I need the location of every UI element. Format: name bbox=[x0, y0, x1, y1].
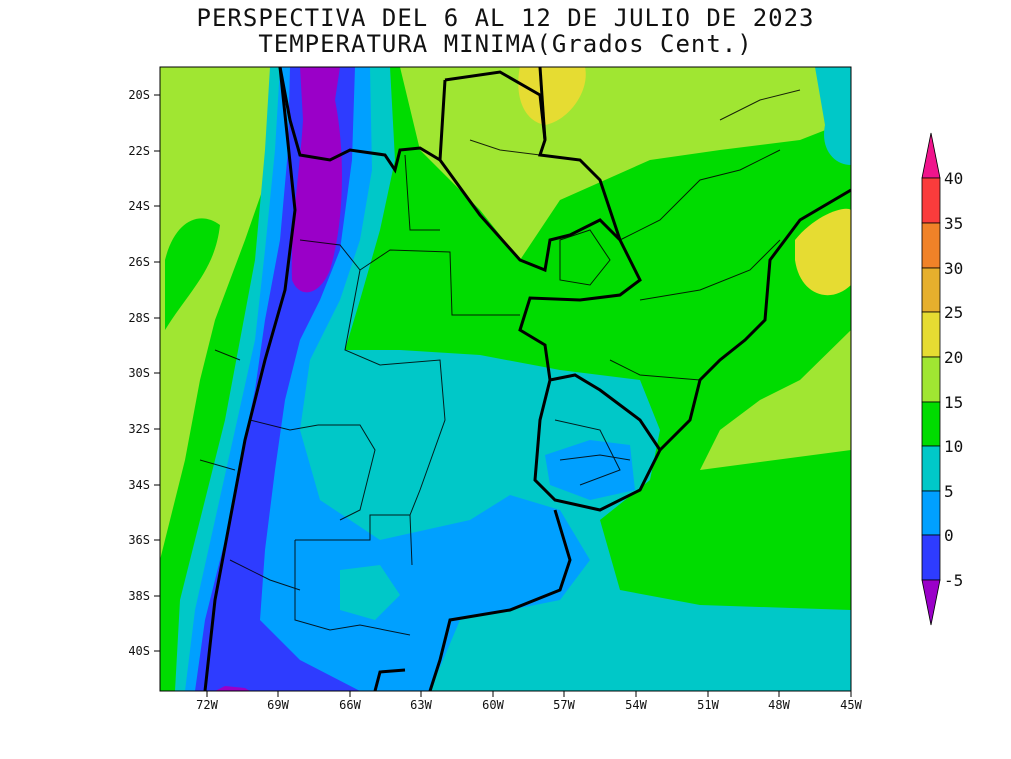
colorbar-swatch bbox=[921, 177, 941, 224]
colorbar-label: 5 bbox=[944, 482, 954, 501]
colorbar-swatch bbox=[921, 222, 941, 269]
lon-label: 72W bbox=[196, 698, 218, 712]
colorbar-label: 25 bbox=[944, 303, 963, 322]
lat-label: 28S bbox=[128, 311, 150, 325]
colorbar-swatch bbox=[921, 267, 941, 313]
colorbar-label: 20 bbox=[944, 348, 963, 367]
colorbar-top-arrow bbox=[921, 132, 941, 179]
colorbar-label: 35 bbox=[944, 214, 963, 233]
map-subtitle: TEMPERATURA MINIMA(Grados Cent.) bbox=[258, 30, 753, 58]
lat-label: 34S bbox=[128, 478, 150, 492]
lon-label: 60W bbox=[482, 698, 504, 712]
lat-label: 26S bbox=[128, 255, 150, 269]
province-borders bbox=[199, 89, 801, 636]
lat-label: 20S bbox=[128, 88, 150, 102]
map-frame bbox=[159, 66, 852, 692]
colorbar-swatch bbox=[921, 401, 941, 447]
colorbar-swatch bbox=[921, 445, 941, 492]
colorbar-label: 30 bbox=[944, 259, 963, 278]
lon-label: 54W bbox=[625, 698, 647, 712]
lat-label: 24S bbox=[128, 199, 150, 213]
lat-label: 22S bbox=[128, 144, 150, 158]
country-borders bbox=[203, 67, 851, 691]
lat-label: 40S bbox=[128, 644, 150, 658]
lon-label: 63W bbox=[410, 698, 432, 712]
axis-ticks bbox=[154, 94, 852, 697]
lat-label: 36S bbox=[128, 533, 150, 547]
temperature-field bbox=[160, 67, 851, 691]
colorbar-swatch bbox=[921, 356, 941, 403]
colorbar-labels: 40 35 30 25 20 15 10 5 0 -5 bbox=[944, 169, 963, 590]
color-bar bbox=[921, 132, 941, 626]
lat-label: 32S bbox=[128, 422, 150, 436]
lat-labels: 20S 22S 24S 26S 28S 30S 32S 34S 36S 38S … bbox=[128, 88, 150, 658]
lat-label: 38S bbox=[128, 589, 150, 603]
lon-label: 69W bbox=[267, 698, 289, 712]
lon-label: 51W bbox=[697, 698, 719, 712]
colorbar-label: 10 bbox=[944, 437, 963, 456]
colorbar-label: -5 bbox=[944, 571, 963, 590]
lon-label: 45W bbox=[840, 698, 862, 712]
colorbar-label: 15 bbox=[944, 393, 963, 412]
colorbar-swatch bbox=[921, 490, 941, 536]
colorbar-swatch bbox=[921, 311, 941, 358]
lon-label: 57W bbox=[553, 698, 575, 712]
colorbar-label: 0 bbox=[944, 526, 954, 545]
lon-label: 66W bbox=[339, 698, 361, 712]
lon-labels: 72W 69W 66W 63W 60W 57W 54W 51W 48W 45W bbox=[196, 698, 862, 712]
colorbar-label: 40 bbox=[944, 169, 963, 188]
lon-label: 48W bbox=[768, 698, 790, 712]
lat-label: 30S bbox=[128, 366, 150, 380]
colorbar-bottom-arrow bbox=[921, 579, 941, 626]
colorbar-swatch bbox=[921, 534, 941, 581]
map-title: PERSPECTIVA DEL 6 AL 12 DE JULIO DE 2023 bbox=[196, 4, 815, 32]
